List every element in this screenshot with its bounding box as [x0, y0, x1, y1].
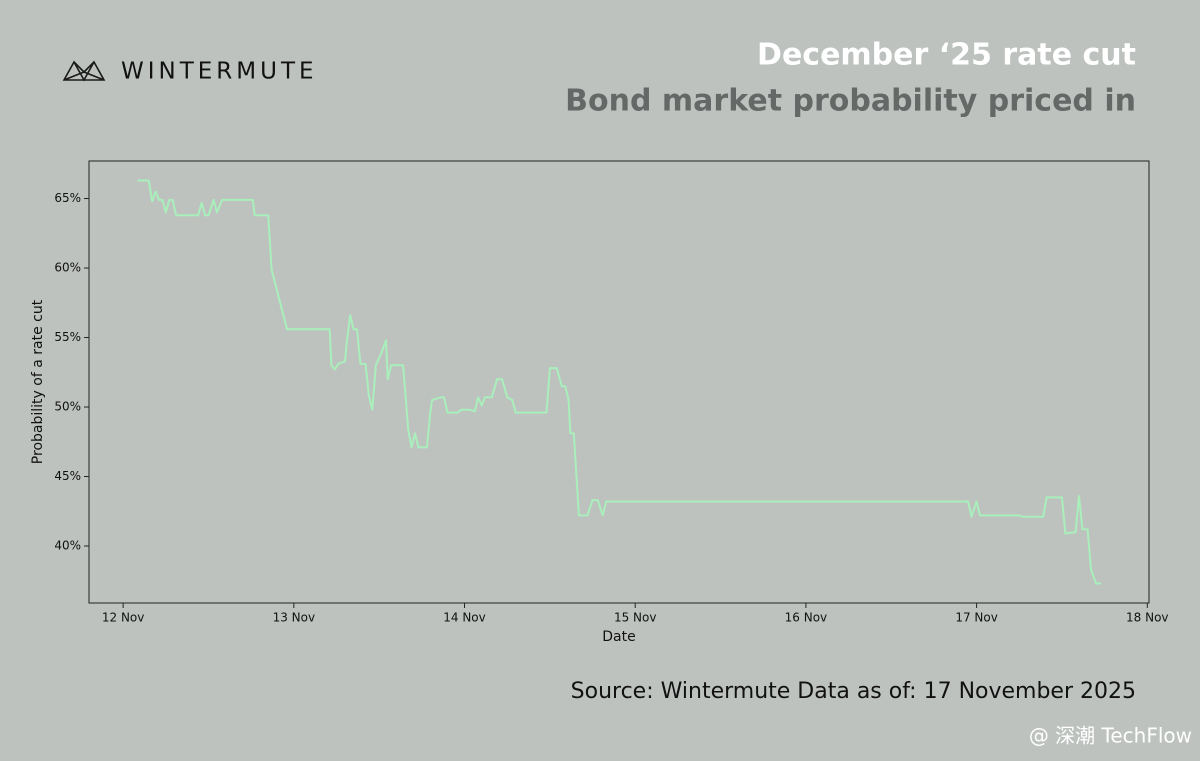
- x-axis-label: Date: [602, 629, 635, 645]
- x-tick-label: 16 Nov: [785, 611, 828, 625]
- y-tick-label: 65%: [54, 191, 81, 205]
- x-tick-label: 18 Nov: [1126, 611, 1169, 625]
- y-tick-label: 55%: [54, 330, 81, 344]
- x-tick-label: 14 Nov: [443, 611, 486, 625]
- y-axis-label: Probability of a rate cut: [30, 299, 46, 464]
- data-line: [137, 179, 1102, 585]
- logo-text: WINTERMUTE: [121, 59, 318, 85]
- x-tick-label: 17 Nov: [955, 611, 998, 625]
- plot-frame: [88, 160, 1150, 604]
- y-tick-label: 40%: [54, 539, 81, 553]
- chart-title: December ‘25 rate cut: [757, 38, 1136, 73]
- source-note: Source: Wintermute Data as of: 17 Novemb…: [571, 679, 1136, 704]
- y-tick-label: 45%: [54, 469, 81, 483]
- chart-subtitle: Bond market probability priced in: [565, 84, 1136, 119]
- x-tick-label: 13 Nov: [273, 611, 316, 625]
- logo-mark: [62, 60, 106, 82]
- y-tick-label: 60%: [54, 261, 81, 275]
- watermark: @ 深潮 TechFlow: [1029, 724, 1192, 748]
- x-tick-label: 12 Nov: [102, 611, 145, 625]
- y-tick-label: 50%: [54, 400, 81, 414]
- x-tick-label: 15 Nov: [614, 611, 657, 625]
